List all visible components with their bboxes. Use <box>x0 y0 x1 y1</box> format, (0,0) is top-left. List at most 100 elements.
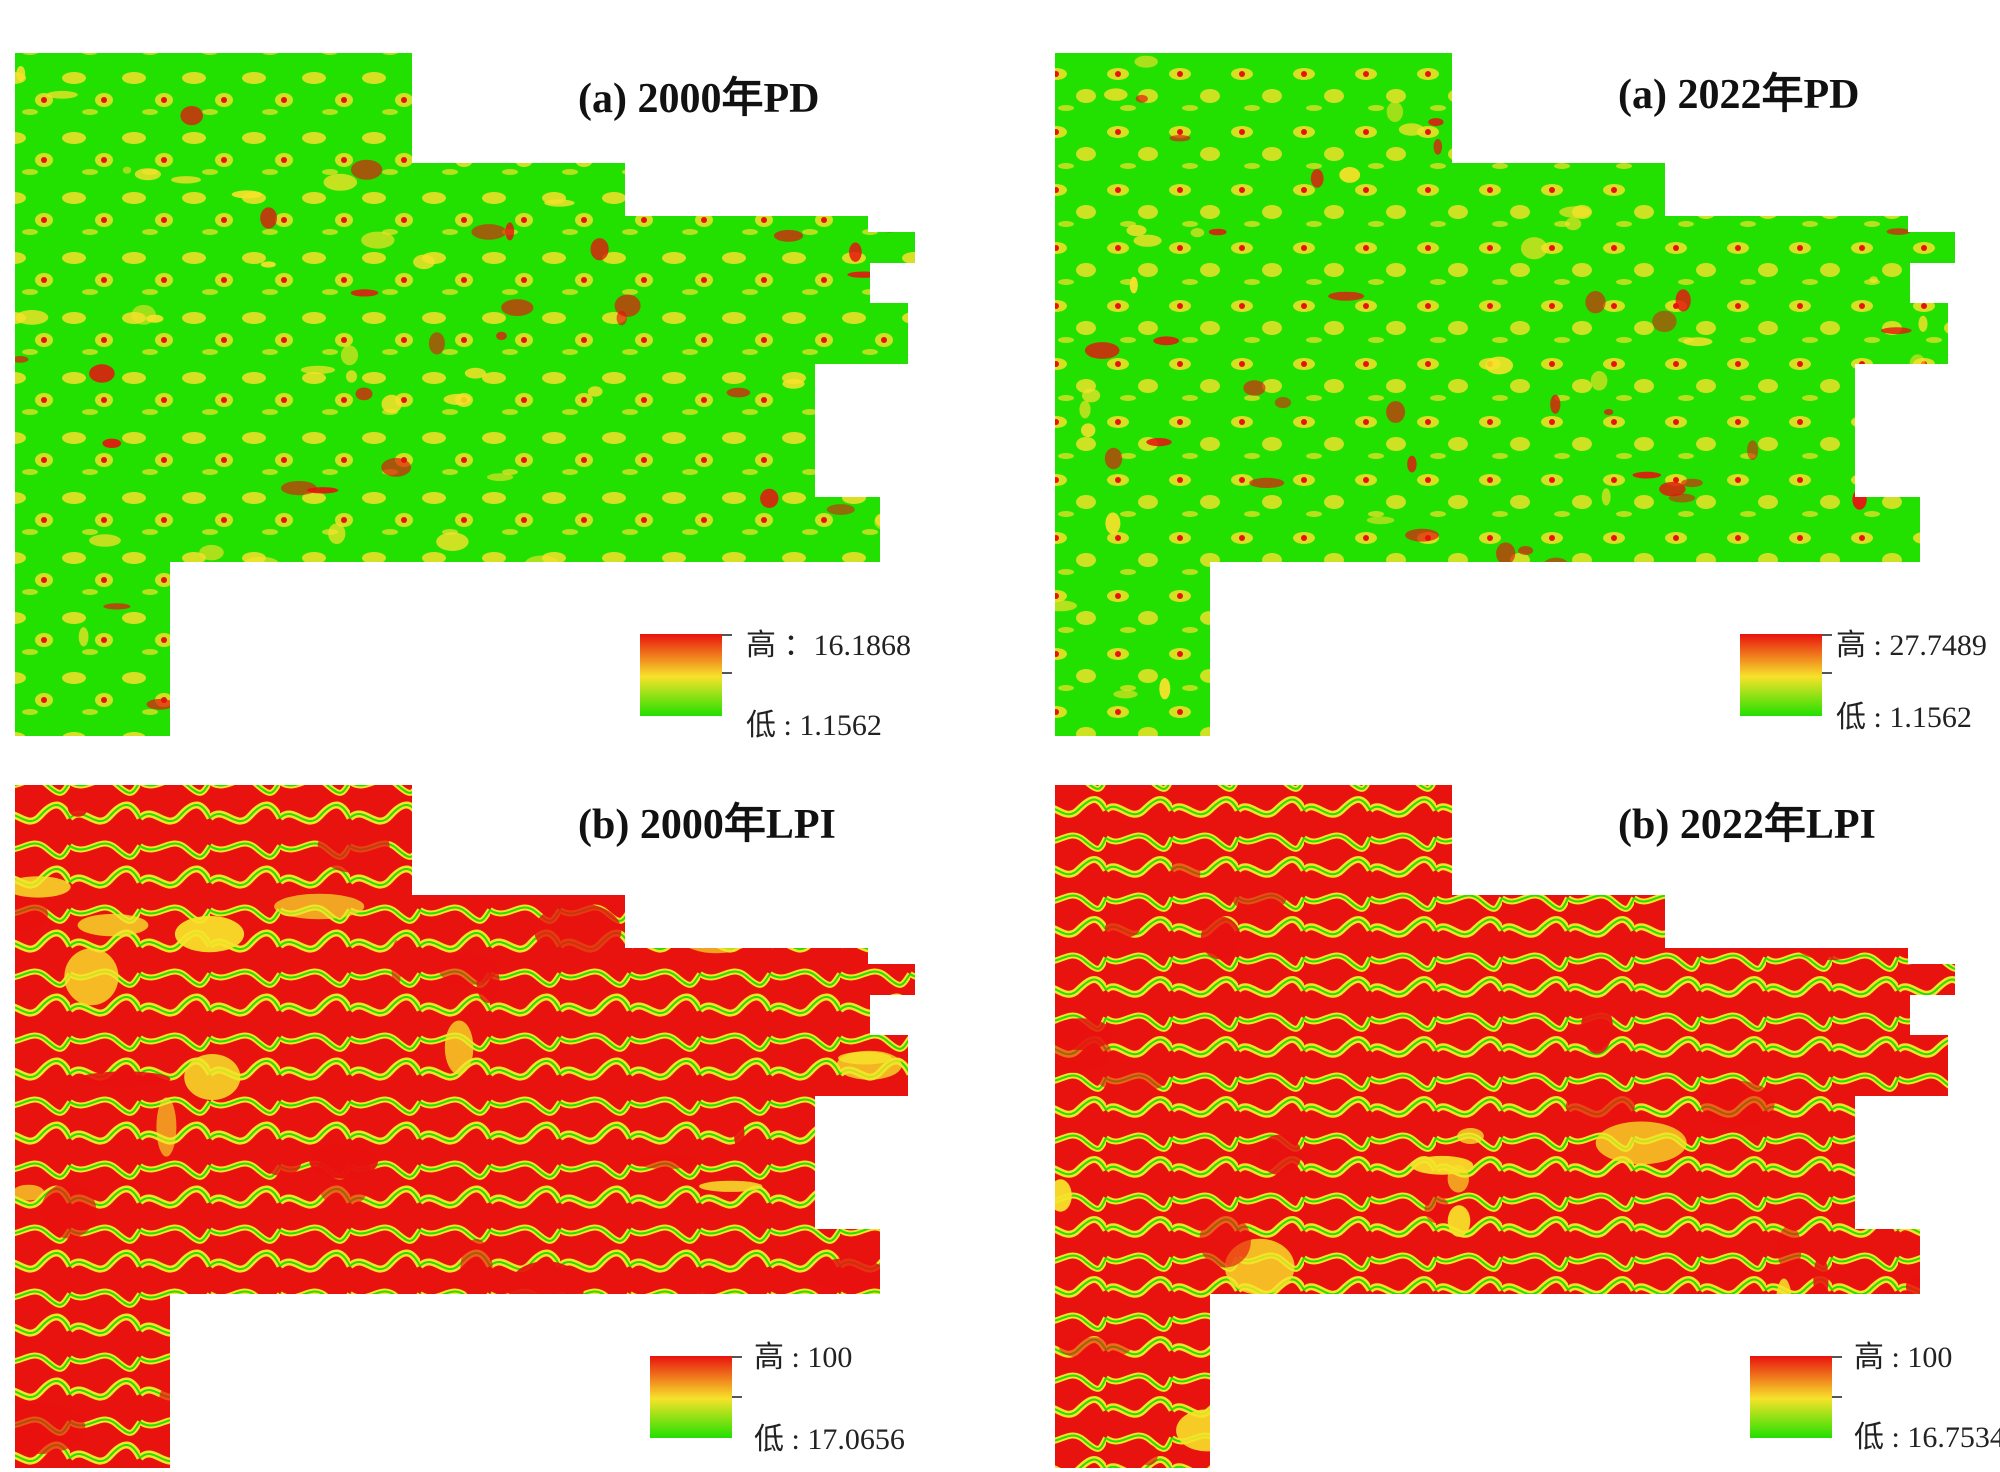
raster-texture-blob <box>1668 493 1696 503</box>
raster-texture-blob <box>1422 1327 1437 1379</box>
raster-texture-blob <box>1469 571 1505 579</box>
legend-color-ramp <box>650 1356 732 1438</box>
raster-texture-blob <box>440 598 460 613</box>
raster-texture-blob <box>350 289 379 297</box>
raster-texture-blob <box>1447 1205 1471 1237</box>
raster-texture-blob <box>1084 342 1120 359</box>
raster-texture-blob <box>1595 1121 1687 1165</box>
raster-texture-blob <box>1386 401 1406 423</box>
raster-texture-blob <box>1485 356 1514 375</box>
raster-texture-blob <box>846 1176 875 1224</box>
raster-texture-blob <box>444 1020 474 1075</box>
raster-texture-blob <box>1881 327 1912 334</box>
raster-texture-blob <box>1105 512 1121 535</box>
raster-texture-blob <box>244 556 279 571</box>
legend-low-label: 低 : 1.1562 <box>746 709 882 742</box>
raster-texture-blob <box>552 684 564 703</box>
raster-texture-blob <box>1366 516 1395 525</box>
raster-texture-blob <box>734 1119 745 1151</box>
raster-texture-blob <box>501 299 534 316</box>
raster-texture-blob <box>1507 800 1520 808</box>
legend-high-label: 高 ：16.1868 <box>746 629 911 662</box>
raster-texture-blob <box>1652 310 1677 333</box>
raster-texture-blob <box>306 487 339 494</box>
raster-texture-blob <box>1649 648 1659 660</box>
raster-texture-blob <box>496 331 507 341</box>
raster-texture-blob <box>323 173 358 191</box>
raster-texture-blob <box>67 798 88 817</box>
raster-texture-blob <box>316 1147 372 1209</box>
raster-texture-blob <box>1828 591 1858 601</box>
raster-texture-blob <box>1200 916 1241 960</box>
raster-texture-blob <box>1565 1088 1635 1124</box>
raster-texture-blob <box>809 1258 887 1290</box>
lpi-2000-raster-map <box>15 785 915 1468</box>
raster-texture-blob <box>1082 388 1101 403</box>
raster-texture-blob <box>274 893 365 920</box>
raster-texture-blob <box>1616 702 1628 709</box>
raster-texture-blob <box>1190 228 1205 238</box>
raster-texture-blob <box>511 127 531 151</box>
raster-texture-blob <box>1424 1196 1450 1224</box>
raster-texture-blob <box>499 668 510 691</box>
raster-texture-blob <box>260 261 276 268</box>
raster-texture-blob <box>1701 1080 1775 1128</box>
raster-texture-blob <box>874 512 909 532</box>
raster-texture-blob <box>1126 224 1147 237</box>
raster-texture-blob <box>1208 228 1227 236</box>
raster-texture-blob <box>1370 563 1384 574</box>
raster-texture-blob <box>1146 438 1172 447</box>
raster-texture-blob <box>1258 1134 1302 1175</box>
legend-color-ramp <box>640 634 722 716</box>
legend-tick-low <box>1822 672 1832 674</box>
raster-texture-blob <box>222 594 257 602</box>
raster-texture-blob <box>1384 654 1416 666</box>
raster-texture-blob <box>773 229 804 242</box>
raster-texture-blob <box>699 1180 763 1192</box>
map-panel-pd-2022: (a) 2022年PD 高 : 27.7489 低 : 1.1562 <box>1040 0 2000 740</box>
raster-texture-blob <box>1909 354 1926 375</box>
raster-texture-blob <box>1430 652 1458 662</box>
raster-texture-blob <box>122 166 132 174</box>
raster-texture-blob <box>1601 488 1611 506</box>
raster-texture-blob <box>381 394 402 414</box>
raster-texture-blob <box>346 370 357 383</box>
raster-texture-blob <box>1433 139 1443 155</box>
raster-texture-blob <box>102 438 122 448</box>
raster-texture-blob <box>1129 276 1138 294</box>
raster-texture-blob <box>1055 1032 1112 1074</box>
panel-title: (b) 2000年LPI <box>578 802 836 848</box>
raster-texture-blob <box>569 1298 613 1305</box>
raster-texture-blob <box>1585 291 1606 314</box>
legend-tick-low <box>722 672 732 674</box>
raster-texture-blob <box>889 591 910 602</box>
raster-texture-blob <box>1422 611 1434 619</box>
raster-texture-blob <box>1105 917 1141 939</box>
raster-texture-blob <box>1581 1001 1613 1054</box>
raster-texture-blob <box>436 532 469 551</box>
legend-tick-high <box>1832 1356 1842 1358</box>
raster-texture-blob <box>1905 1275 1930 1298</box>
raster-texture-blob <box>847 271 881 278</box>
raster-texture-blob <box>1508 626 1520 639</box>
raster-texture-blob <box>1159 678 1171 700</box>
raster-texture-blob <box>635 1153 697 1170</box>
raster-texture-blob <box>1792 923 1869 961</box>
map-panel-lpi-2022: (b) 2022年LPI 高 : 100 低 : 16.7534 <box>1040 732 2000 1472</box>
raster-texture-blob <box>134 168 161 181</box>
raster-texture-blob <box>1463 630 1479 638</box>
raster-texture-blob <box>391 940 402 990</box>
raster-texture-blob <box>350 159 383 180</box>
raster-texture-blob <box>328 523 346 544</box>
legend-low-label: 低 : 16.7534 <box>1854 1421 2000 1454</box>
raster-texture-blob <box>1881 187 1909 201</box>
raster-texture-blob <box>545 593 575 605</box>
raster-texture-blob <box>1133 234 1162 247</box>
raster-texture-blob <box>231 190 263 199</box>
raster-texture-blob <box>1918 315 1928 332</box>
raster-texture-blob <box>15 895 48 933</box>
raster-texture-blob <box>64 948 119 1006</box>
raster-texture-blob <box>280 481 317 496</box>
raster-texture-blob <box>15 876 71 898</box>
raster-texture-blob <box>15 1402 86 1454</box>
